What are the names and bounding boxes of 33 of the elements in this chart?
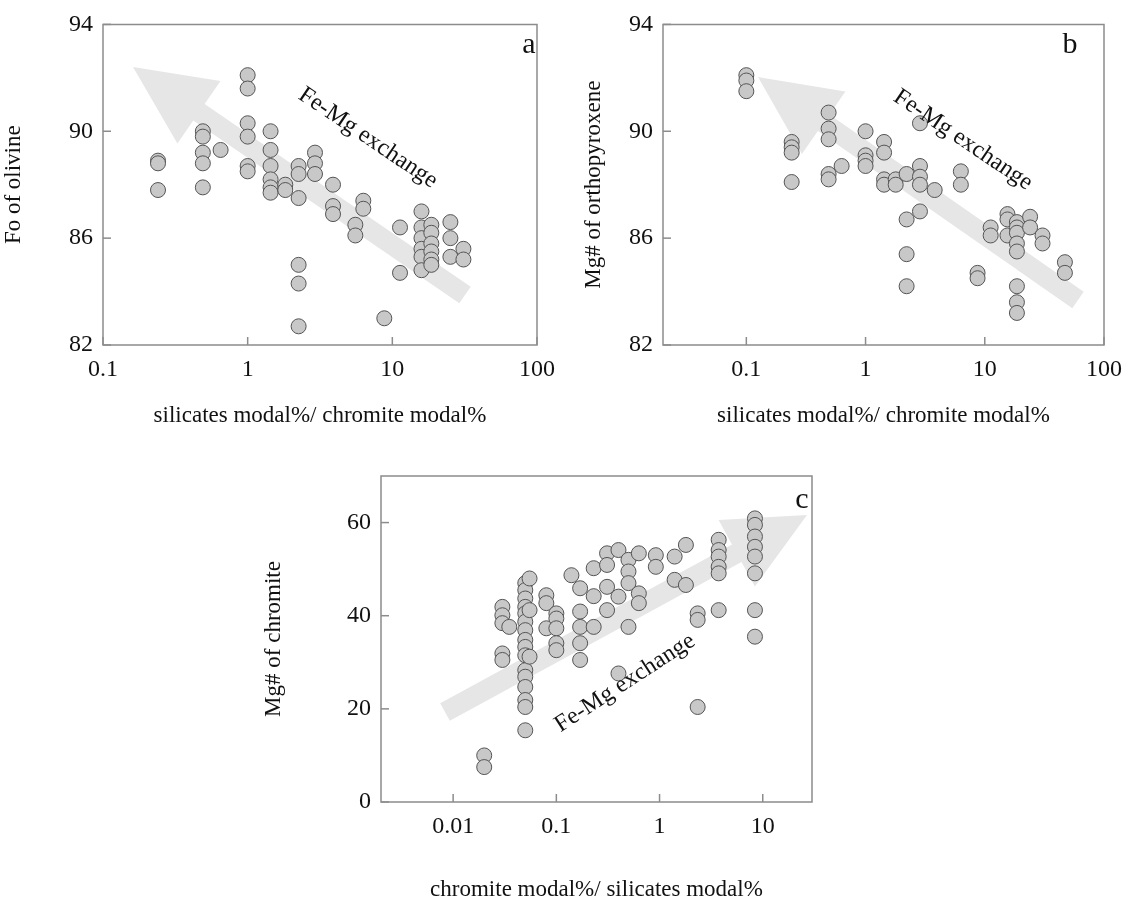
x-tick-label: 0.1: [541, 811, 572, 838]
y-axis-title: Mg# of chromite: [259, 561, 285, 717]
y-tick-label: 40: [347, 601, 371, 628]
x-tick-label: 0.01: [432, 811, 475, 838]
y-tick-label: 20: [347, 694, 371, 721]
y-tick-label: 94: [629, 9, 653, 36]
annotation: c: [795, 480, 809, 514]
y-tick-label: 90: [629, 116, 653, 143]
x-tick-label: 1: [241, 354, 254, 381]
x-tick-label: 10: [380, 354, 405, 381]
y-axis-title: Fo of olivine: [0, 125, 25, 245]
x-axis-title: chromite modal%/ silicates modal%: [430, 876, 763, 902]
x-tick-label: 1: [859, 354, 872, 381]
y-axis-title: Mg# of orthopyroxene: [579, 80, 605, 289]
x-tick-label: 100: [519, 354, 555, 381]
y-tick-label: 60: [347, 507, 371, 534]
y-tick-label: 86: [629, 223, 653, 250]
x-tick-label: 0.1: [88, 354, 118, 381]
y-tick-label: 94: [69, 9, 93, 36]
x-axis-title: silicates modal%/ chromite modal%: [153, 402, 487, 428]
x-axis-title: silicates modal%/ chromite modal%: [717, 402, 1050, 428]
y-tick-label: 86: [69, 223, 93, 250]
y-tick-label: 90: [69, 116, 93, 143]
x-tick-label: 10: [972, 354, 997, 381]
x-tick-label: 1: [653, 811, 666, 838]
annotation: b: [1062, 25, 1078, 59]
x-tick-label: 0.1: [731, 354, 762, 381]
y-tick-label: 82: [629, 330, 653, 357]
y-tick-label: 82: [69, 330, 93, 357]
y-tick-label: 0: [359, 787, 371, 814]
x-tick-label: 10: [750, 811, 775, 838]
annotation: a: [522, 25, 536, 59]
x-tick-label: 100: [1086, 354, 1122, 381]
